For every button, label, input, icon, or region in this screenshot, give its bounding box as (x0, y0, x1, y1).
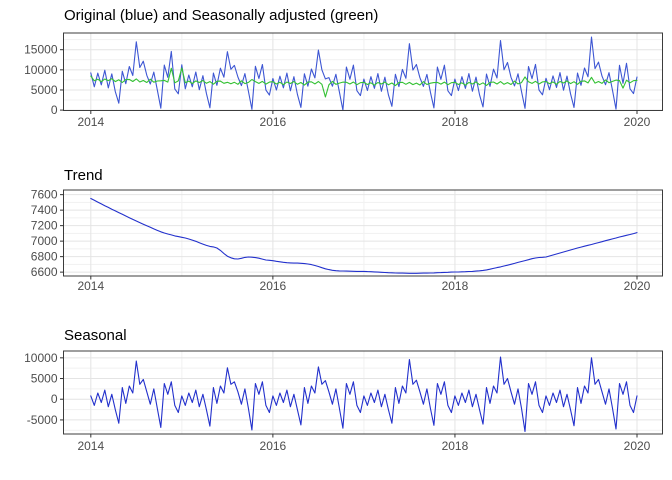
panel-border-trend (63, 189, 663, 277)
y-tick-label: 6600 (31, 265, 58, 279)
y-tick-label: -5000 (27, 413, 58, 427)
chart-block-trend: Trend 2014 2016 2018 2020 6600 6800 7000 7200 74… (0, 160, 672, 320)
seasonal-plot: 2014 2016 2018 2020 -5000 0 5000 10000 (24, 350, 663, 453)
panel-border-original (63, 32, 663, 111)
chart-title-trend: Trend (64, 167, 103, 184)
y-tick-label: 10000 (24, 63, 58, 77)
chart-block-seasonal: Seasonal 2014 2016 2018 2020 -5000 0 5000 10000 (0, 320, 672, 480)
y-tick-label: 0 (51, 103, 58, 117)
chart-title-seasonal: Seasonal (64, 327, 127, 344)
y-tick-label: 0 (51, 392, 58, 406)
x-tick-label: 2020 (624, 279, 651, 293)
x-tick-label: 2016 (260, 115, 287, 129)
panel-border-seasonal (63, 350, 663, 435)
y-tick-label: 5000 (31, 83, 58, 97)
y-tick-label: 6800 (31, 250, 58, 264)
y-tick-label: 7200 (31, 219, 58, 233)
y-tick-label: 10000 (24, 351, 58, 365)
original-plot: 2014 2016 2018 2020 0 5000 10000 15000 (24, 32, 663, 129)
x-tick-label: 2018 (442, 439, 469, 453)
series-line-seasonally-adjusted (90, 67, 638, 98)
chart-title-original: Original (blue) and Seasonally adjusted … (64, 7, 379, 24)
x-tick-label: 2018 (442, 279, 469, 293)
x-tick-label: 2020 (624, 439, 651, 453)
y-tick-label: 7400 (31, 203, 58, 217)
x-tick-label: 2018 (442, 115, 469, 129)
y-tick-label: 5000 (31, 372, 58, 386)
series-line-seasonal (90, 356, 638, 433)
x-tick-label: 2020 (624, 115, 651, 129)
y-tick-label: 15000 (24, 43, 58, 57)
x-tick-label: 2014 (77, 439, 104, 453)
x-tick-label: 2014 (77, 279, 104, 293)
y-tick-label: 7000 (31, 234, 58, 248)
series-line-original (90, 36, 638, 111)
y-tick-label: 7600 (31, 188, 58, 202)
x-tick-label: 2016 (260, 439, 287, 453)
x-tick-label: 2014 (77, 115, 104, 129)
chart-block-original: Original (blue) and Seasonally adjusted … (0, 0, 672, 160)
series-line-trend (90, 197, 638, 274)
x-tick-label: 2016 (260, 279, 287, 293)
